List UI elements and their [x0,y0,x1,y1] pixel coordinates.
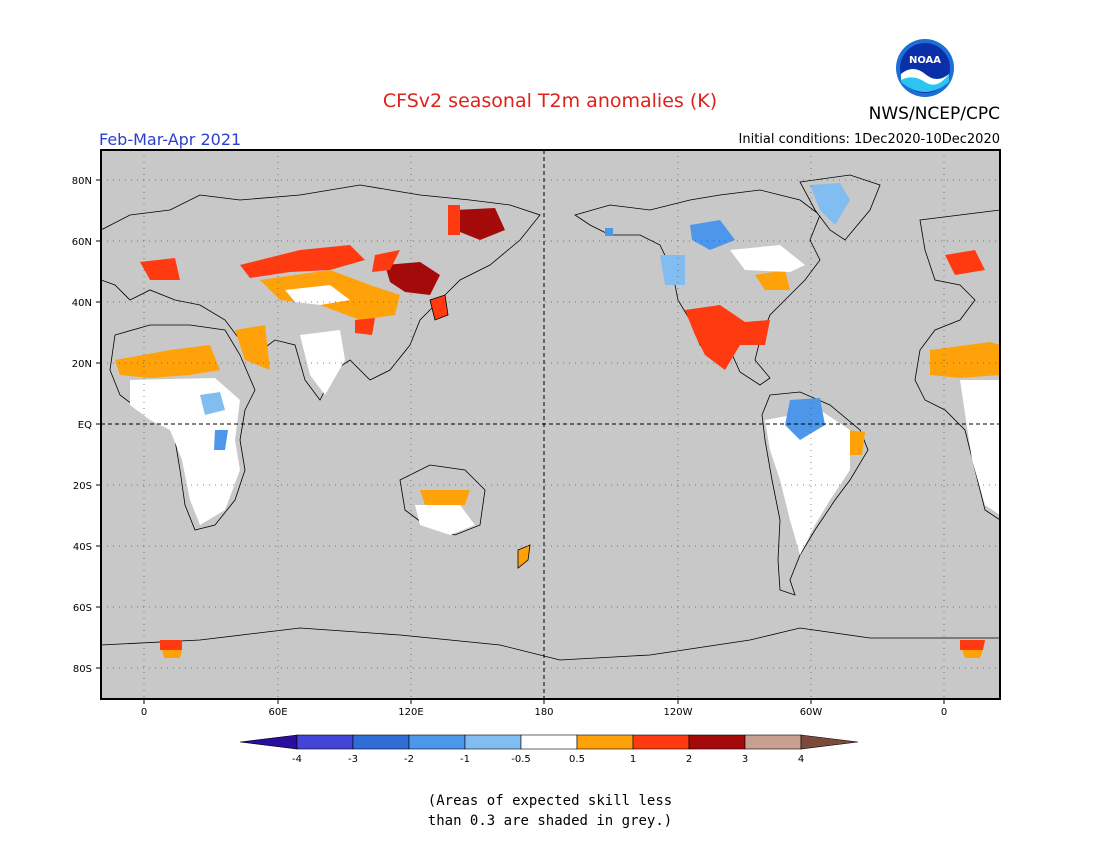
land-new-zealand [517,544,531,569]
forecast-period: Feb-Mar-Apr 2021 [99,130,242,149]
colorbar-swatch [688,734,746,750]
colorbar: -4 -3 -2 -1 -0.5 0.5 1 2 3 4 [239,734,859,765]
neutral-anomaly-patches [130,245,1000,555]
colorbar-label: 2 [686,754,692,765]
colorbar-swatch [632,734,690,750]
colorbar-label: -4 [292,754,302,765]
skill-note-line-2: than 0.3 are shaded in grey.) [427,813,673,829]
colorbar-swatch [464,734,522,750]
colorbar-swatch [408,734,466,750]
colorbar-label: -3 [348,754,358,765]
colorbar-label: -1 [460,754,470,765]
colorbar-label: 0.5 [569,754,585,765]
lat-label: 20N [72,359,92,370]
agency-label: NWS/NCEP/CPC [868,104,1000,124]
lon-label: 180 [534,707,553,718]
colorbar-label: 1 [630,754,636,765]
lat-label: 60S [73,603,92,614]
lon-label: 120W [664,707,693,718]
land-japan [429,294,449,321]
colorbar-swatch [296,734,354,750]
colorbar-swatch [352,734,410,750]
skill-note: (Areas of expected skill less than 0.3 a… [0,791,1100,831]
continents-layer [101,174,1000,699]
initial-conditions: Initial conditions: 1Dec2020-10Dec2020 [738,132,1000,147]
lat-label: 40S [73,542,92,553]
lat-label: 80S [73,664,92,675]
lat-label: EQ [78,420,92,431]
page-title: CFSv2 seasonal T2m anomalies (K) [382,90,718,112]
colorbar-swatch [520,734,578,750]
lon-label: 0 [941,707,947,718]
colorbar-swatch [744,734,802,750]
land-antarctica [101,627,1000,699]
lon-label: 60E [268,707,287,718]
noaa-logo-icon: NOAA [896,39,954,97]
warm-anomaly-patches [115,205,1000,658]
colorbar-arrow-high [800,734,859,750]
lon-label: 120E [398,707,423,718]
lat-label: 20S [73,481,92,492]
lat-label: 60N [72,237,92,248]
lat-label: 80N [72,176,92,187]
colorbar-label: -0.5 [511,754,531,765]
logo-text: NOAA [909,55,941,66]
lat-label: 40N [72,298,92,309]
lon-label: 60W [800,707,823,718]
lat-ticks: 80N 60N 40N 20N EQ 20S 40S 60S 80S [72,176,101,675]
cool-anomaly-patches [200,183,850,450]
lon-label: 0 [141,707,147,718]
colorbar-arrow-low [239,734,298,750]
colorbar-label: 4 [798,754,804,765]
colorbar-label: 3 [742,754,748,765]
colorbar-swatch [576,734,634,750]
lon-ticks: 0 60E 120E 180 120W 60W 0 [141,699,947,718]
colorbar-label: -2 [404,754,414,765]
skill-note-line-1: (Areas of expected skill less [427,793,673,809]
